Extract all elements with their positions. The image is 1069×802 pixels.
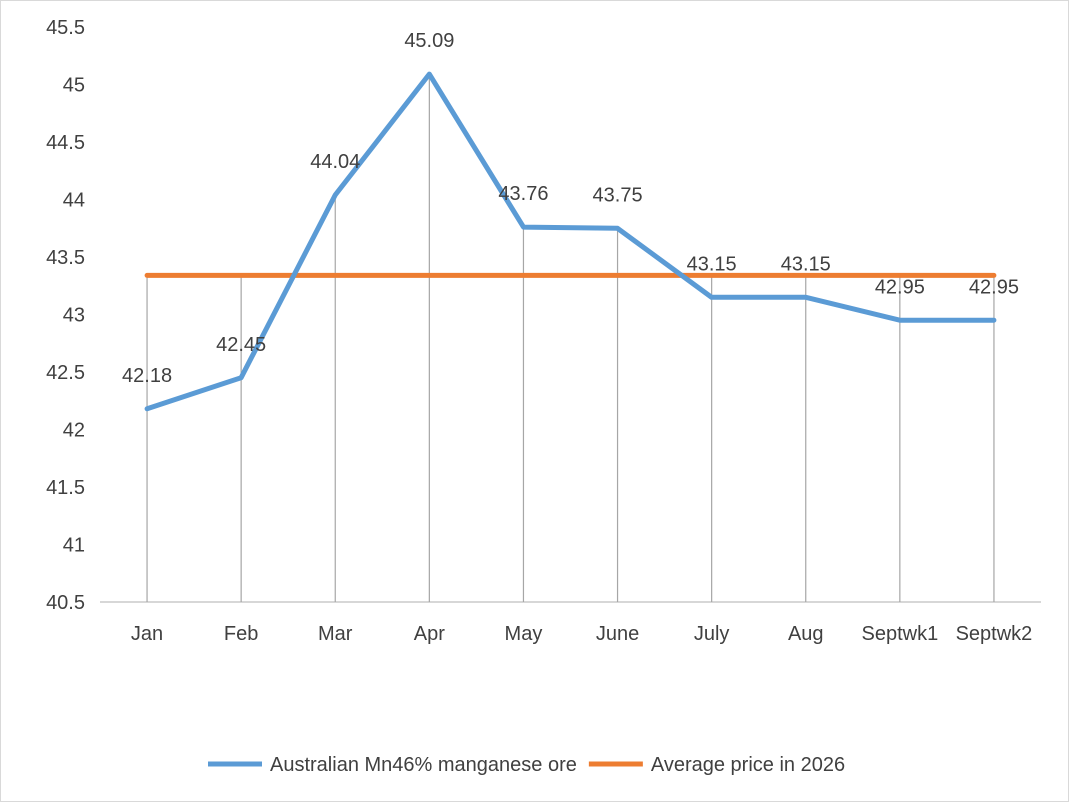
legend: Australian Mn46% manganese ore Average pr… [208, 754, 845, 776]
x-tick-label: Apr [414, 623, 445, 645]
data-label: 43.75 [593, 184, 643, 206]
data-label: 42.95 [969, 276, 1019, 298]
x-tick-label: Aug [788, 623, 824, 645]
x-tick-label: Feb [224, 623, 258, 645]
data-label: 43.15 [687, 253, 737, 275]
y-tick-label: 43.5 [46, 247, 85, 269]
data-label: 45.09 [404, 30, 454, 52]
y-axis: 40.5 41 41.5 42 42.5 43 43.5 44 44.5 45 45.5 [46, 17, 85, 614]
legend-label: Australian Mn46% manganese ore [270, 754, 577, 776]
y-tick-label: 42 [63, 420, 85, 442]
data-label: 42.18 [122, 365, 172, 387]
y-tick-label: 43 [63, 305, 85, 327]
x-tick-label: July [694, 623, 730, 645]
data-label: 42.95 [875, 276, 925, 298]
y-tick-label: 44.5 [46, 132, 85, 154]
drop-lines [146, 74, 995, 602]
data-label: 43.76 [498, 183, 548, 205]
x-tick-label: May [505, 623, 543, 645]
y-tick-label: 41.5 [46, 477, 85, 499]
data-label: 44.04 [310, 151, 360, 173]
x-tick-label: Mar [318, 623, 353, 645]
data-label: 43.15 [781, 253, 831, 275]
x-axis: Jan Feb Mar Apr May June July Aug Septwk1 Septwk2 [100, 601, 1041, 645]
data-labels: 42.18 42.45 44.04 45.09 43.76 43.75 43.15 43.15… [122, 30, 1019, 387]
x-tick-label: Septwk1 [861, 623, 938, 645]
x-tick-label: June [596, 623, 639, 645]
legend-label: Average price in 2026 [651, 754, 845, 776]
series-group [144, 71, 997, 412]
x-tick-label: Septwk2 [956, 623, 1033, 645]
x-tick-label: Jan [131, 623, 163, 645]
y-tick-label: 40.5 [46, 592, 85, 614]
y-tick-label: 44 [63, 190, 85, 212]
series-line-manganese-ore [144, 71, 997, 412]
y-tick-label: 45 [63, 75, 85, 97]
y-tick-label: 41 [63, 535, 85, 557]
y-tick-label: 42.5 [46, 362, 85, 384]
data-label: 42.45 [216, 334, 266, 356]
y-tick-label: 45.5 [46, 17, 85, 39]
